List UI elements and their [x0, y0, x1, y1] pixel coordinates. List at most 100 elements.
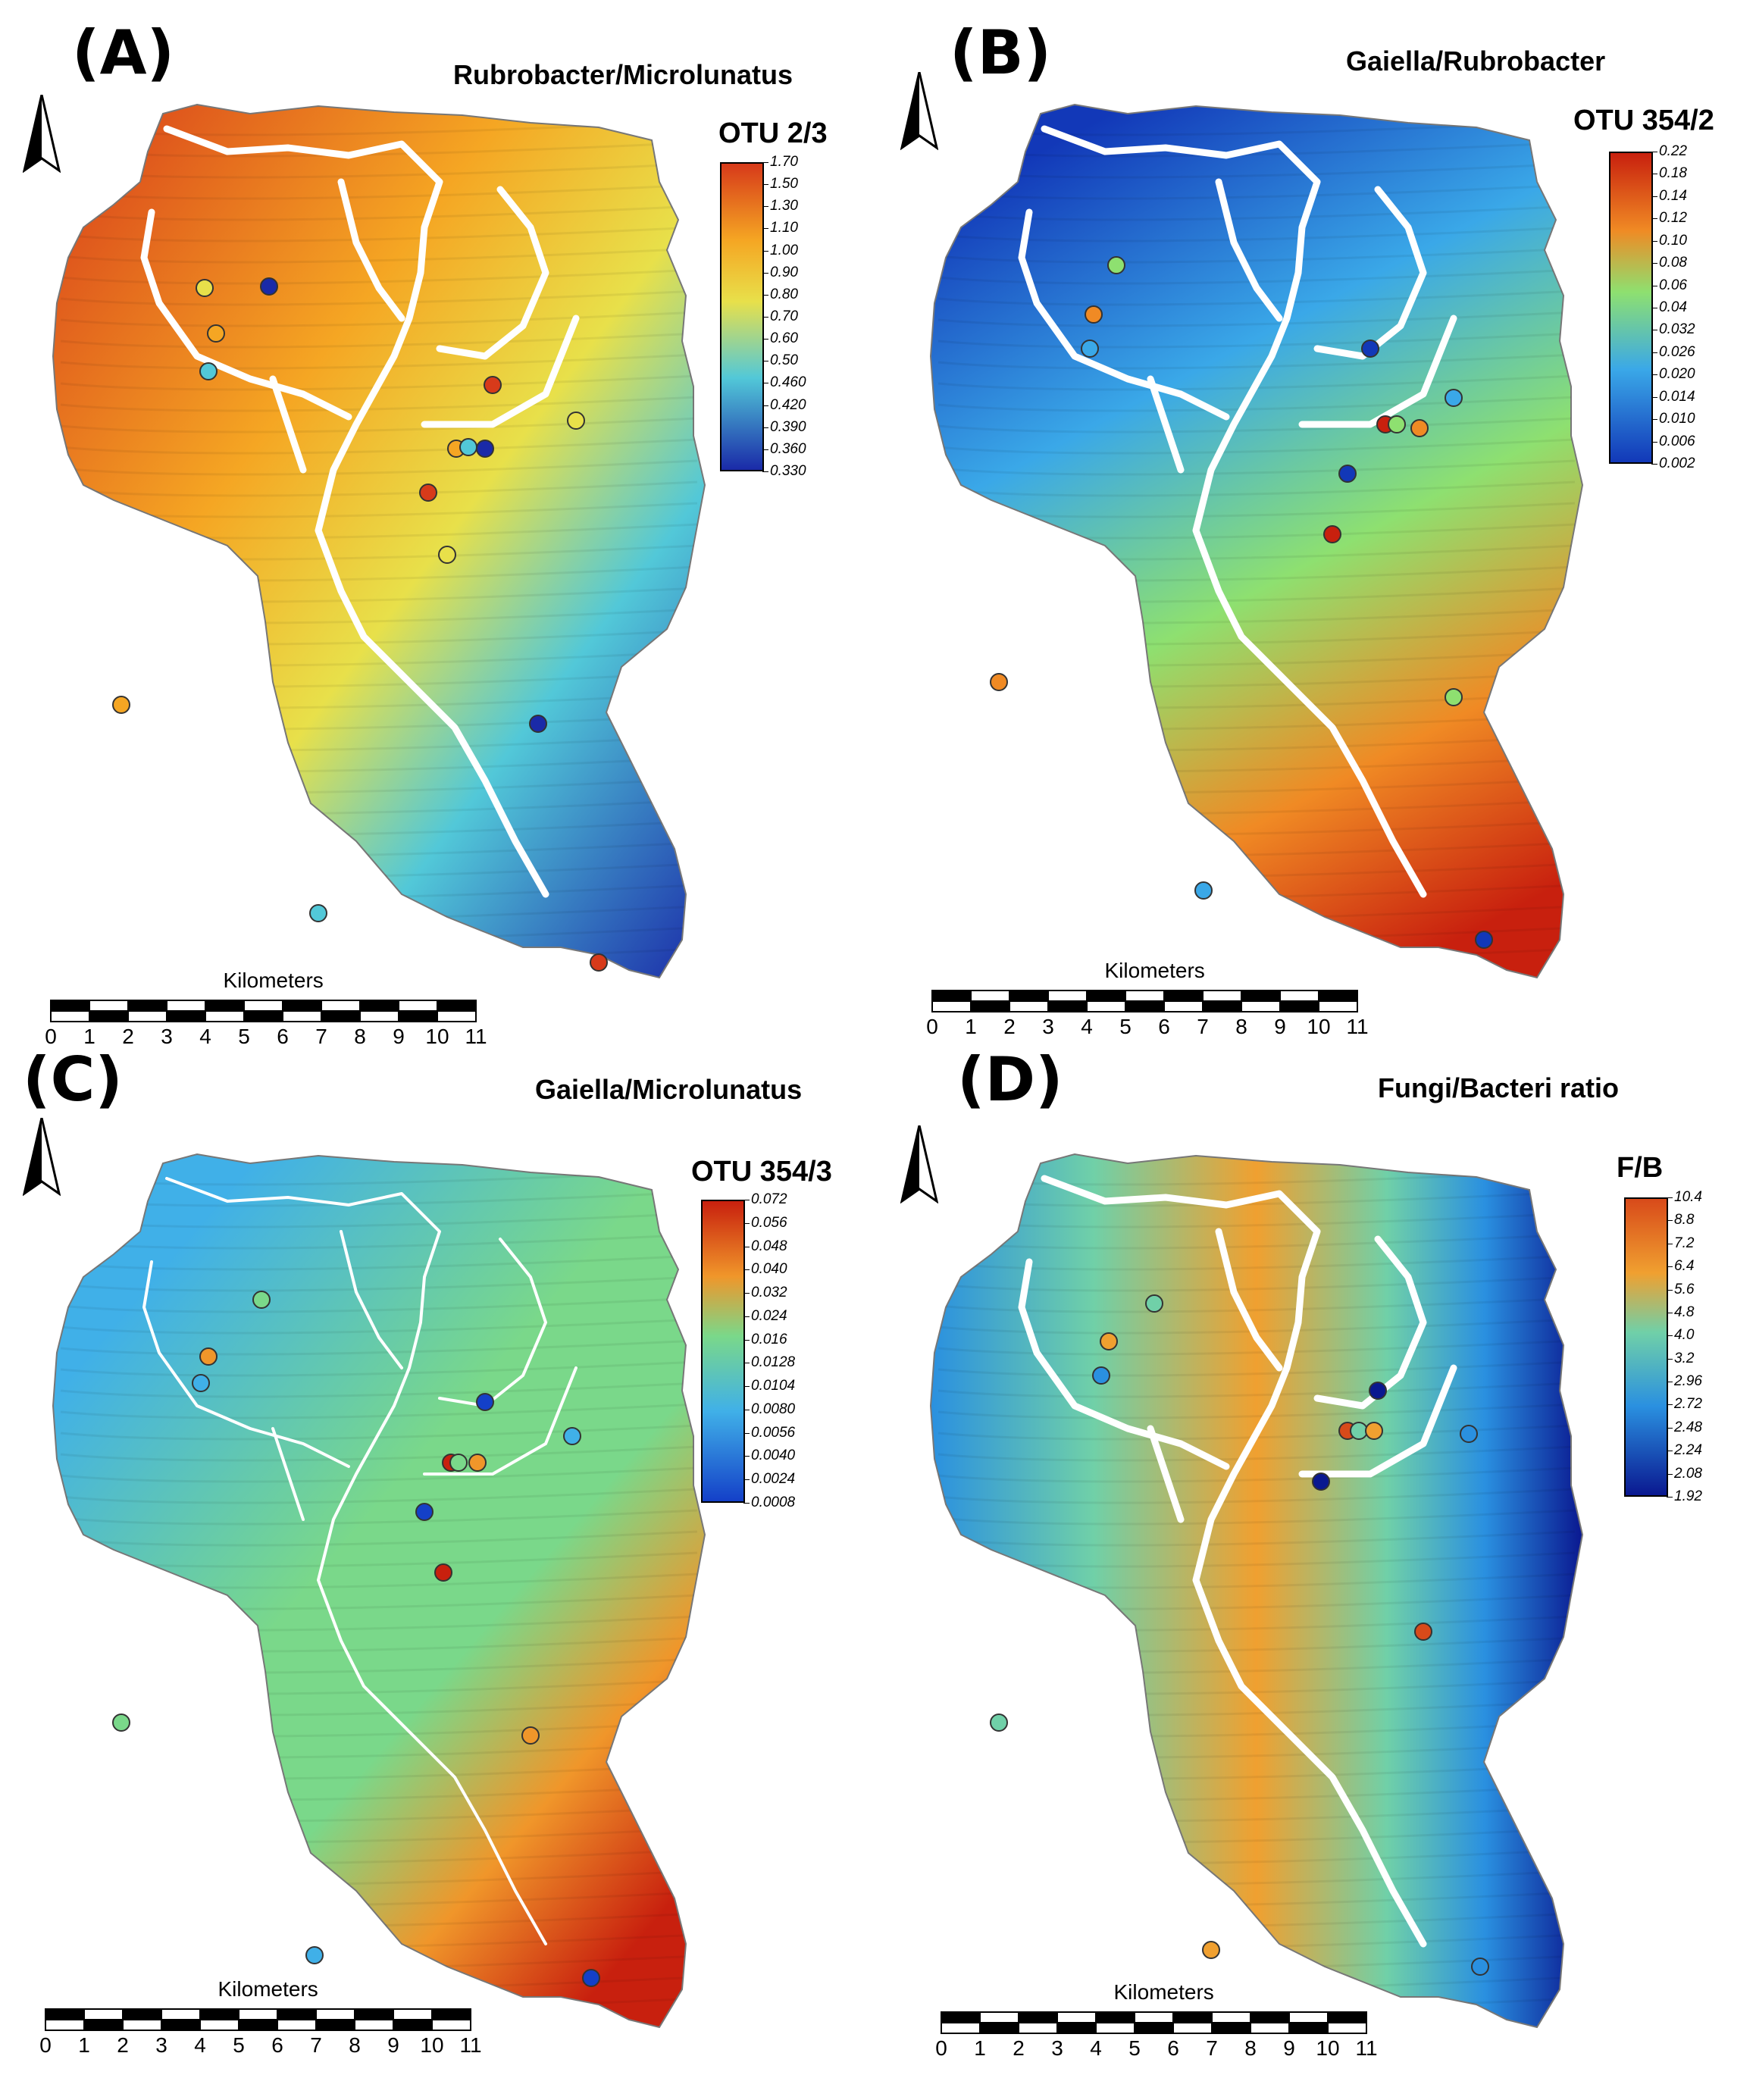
- legend-tick-label: 0.072: [743, 1191, 787, 1207]
- sample-point: [260, 277, 278, 296]
- sample-point: [1323, 525, 1341, 543]
- legend-tick-label: 2.24: [1667, 1442, 1702, 1459]
- river-channel: [269, 375, 307, 474]
- legend-tick-label: 0.22: [1651, 143, 1687, 159]
- legend-tick-label: 0.460: [762, 374, 806, 391]
- legend-ticks: 0.072 0.056 0.048 0.040 0.032 0.024 0.016 0.012…: [743, 1191, 842, 1510]
- scale-label: 4: [1090, 2036, 1102, 2060]
- terrain-texture: [60, 480, 698, 497]
- sample-point: [449, 1454, 468, 1472]
- scale-label: 8: [354, 1025, 366, 1048]
- terrain-texture: [60, 1445, 698, 1462]
- scale-label: 1: [965, 1015, 977, 1038]
- terrain-texture: [937, 1339, 1576, 1356]
- scale-segments: [45, 2008, 471, 2031]
- legend-tick-label: 0.10: [1651, 232, 1687, 249]
- scale-label: 5: [1119, 1015, 1132, 1038]
- scale-label: 8: [1235, 1015, 1247, 1038]
- north-arrow-icon: [22, 94, 61, 182]
- terrain-texture: [937, 1466, 1576, 1483]
- panel-title: Rubrobacter/Microlunatus: [453, 59, 793, 90]
- terrain-texture: [60, 247, 698, 264]
- legend-tick-label: 0.18: [1651, 165, 1687, 182]
- legend-tick-label: 0.0056: [743, 1424, 796, 1441]
- sample-point: [434, 1563, 452, 1582]
- sample-point: [1312, 1473, 1330, 1491]
- legend-title: OTU 2/3: [718, 117, 828, 149]
- sample-point: [199, 362, 218, 380]
- panel-letter: (A): [72, 17, 175, 88]
- sample-point: [207, 324, 225, 343]
- legend-color-bar: [720, 162, 764, 471]
- sample-point: [1338, 465, 1357, 483]
- scale-bar: Kilometers 0 1 2 3 4 5 6 7 8 9 10 11: [39, 1977, 481, 2057]
- sample-point: [1369, 1382, 1387, 1400]
- terrain-texture: [937, 417, 1576, 433]
- legend-tick-label: 0.002: [1651, 455, 1695, 471]
- terrain-texture: [937, 396, 1576, 412]
- panel-a: (A) Rubrobacter/Microlunatus OTU 2/3 1.7…: [0, 0, 878, 1050]
- sample-point: [1475, 931, 1493, 949]
- legend-tick-label: 0.420: [762, 396, 806, 413]
- scale-label: 2: [117, 2033, 129, 2057]
- terrain-texture: [60, 1403, 698, 1419]
- legend-tick-label: 4.8: [1666, 1304, 1695, 1320]
- river-channel: [1215, 178, 1283, 322]
- river-channel: [1147, 1425, 1185, 1523]
- sample-point: [1145, 1294, 1163, 1313]
- sample-point: [1194, 881, 1213, 900]
- legend-tick-label: 1.10: [762, 220, 798, 236]
- legend-ticks: 0.22 0.18 0.14 0.12 0.10 0.08 0.06 0.04 0.032 0.0…: [1651, 143, 1750, 471]
- terrain-texture: [937, 247, 1576, 264]
- scale-label: 9: [1283, 2036, 1295, 2060]
- river-channel: [165, 1177, 547, 1945]
- scale-label: 1: [83, 1025, 95, 1048]
- sample-point: [192, 1374, 210, 1392]
- panel-b: (B) Gaiella/Rubrobacter OTU 354/2 0.22 0.…: [878, 0, 1755, 1050]
- terrain-texture: [937, 374, 1576, 391]
- scale-label: 11: [1346, 1015, 1369, 1038]
- legend-tick-label: 0.048: [743, 1238, 787, 1254]
- terrain-texture: [937, 353, 1576, 370]
- sample-point: [305, 1946, 324, 1964]
- river-channel: [1018, 208, 1230, 421]
- terrain-texture: [60, 459, 698, 476]
- legend-title: F/B: [1617, 1152, 1664, 1184]
- legend-tick-label: 0.056: [743, 1214, 787, 1231]
- sample-point: [1414, 1623, 1432, 1641]
- legend-tick-label: 1.70: [762, 154, 798, 170]
- legend-tick-label: 0.0104: [743, 1378, 796, 1394]
- panel-letter: (B): [950, 17, 1052, 88]
- legend-tick-label: 0.90: [762, 264, 798, 280]
- scale-label: 10: [425, 1025, 449, 1048]
- terrain-texture: [937, 1530, 1576, 1547]
- legend-tick-label: 8.8: [1666, 1212, 1695, 1228]
- scale-segments: [941, 2011, 1367, 2034]
- legend-tick-label: 0.0008: [743, 1494, 796, 1510]
- terrain-texture: [60, 1509, 698, 1526]
- sample-point: [112, 696, 130, 714]
- legend-tick-label: 1.30: [762, 198, 798, 214]
- terrain-texture: [937, 1318, 1576, 1335]
- river-channel: [1298, 315, 1457, 428]
- river-channel: [1147, 375, 1185, 474]
- scale-title: Kilometers: [1113, 1980, 1214, 2004]
- panel-title: Fungi/Bacteri ratio: [1378, 1072, 1620, 1103]
- terrain-texture: [937, 1254, 1576, 1271]
- scale-label: 6: [277, 1025, 289, 1048]
- watershed-map: [52, 103, 706, 979]
- terrain-texture: [60, 1318, 698, 1335]
- scale-label: 3: [1051, 2036, 1063, 2060]
- sample-point: [563, 1427, 581, 1445]
- terrain-texture: [60, 1530, 698, 1547]
- scale-label: 0: [926, 1015, 938, 1038]
- legend-tick-label: 0.014: [1651, 388, 1695, 405]
- north-arrow-icon: [22, 1117, 61, 1205]
- terrain-texture: [937, 205, 1576, 221]
- sample-point: [196, 279, 214, 297]
- terrain-texture: [60, 396, 698, 412]
- river-channel: [1298, 1364, 1457, 1478]
- legend-ticks: 1.70 1.50 1.30 1.10 1.00 0.90 0.80 0.70 0.60 0.50…: [762, 154, 861, 479]
- sample-point: [415, 1503, 434, 1521]
- legend-tick-label: 1.00: [762, 242, 798, 258]
